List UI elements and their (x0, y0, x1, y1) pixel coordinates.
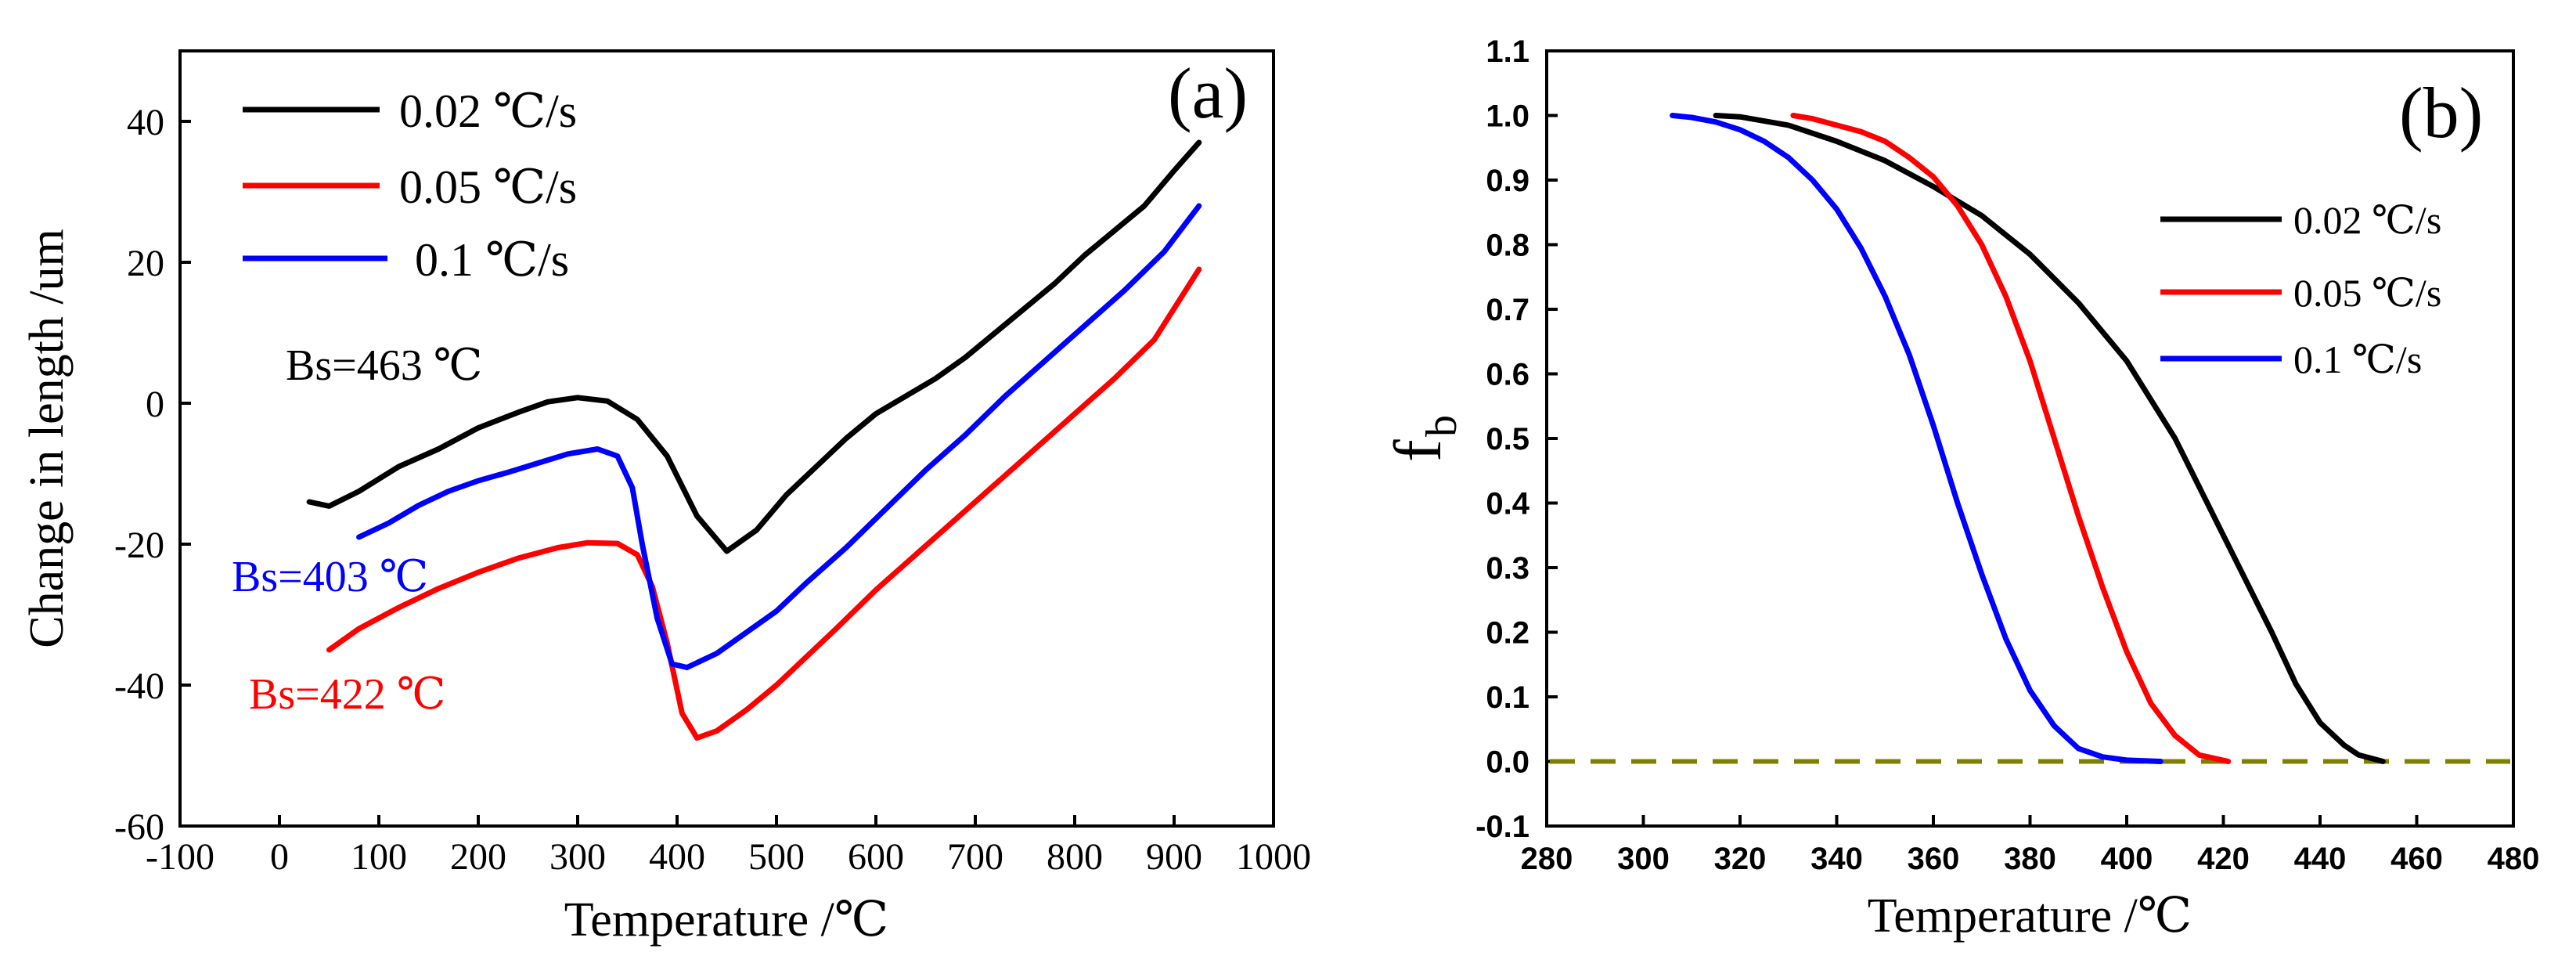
panel-b-series (1670, 113, 2386, 764)
ytick-label: 0.1 (1486, 680, 1529, 715)
series-line-0.02 (1713, 113, 2386, 764)
series-line-0.1 (1670, 113, 2163, 764)
xtick-label: 100 (351, 836, 407, 878)
xtick-label: 320 (1714, 842, 1767, 876)
xtick-label: 300 (549, 836, 606, 878)
panel-a-series (306, 139, 1202, 741)
series-line-0.02 (306, 139, 1202, 554)
legend-a-text-0.05: 0.05 ℃/s (399, 161, 577, 213)
xtick-label: 900 (1146, 836, 1202, 878)
ytick-label: 40 (127, 102, 164, 143)
ytick-label: 0 (146, 384, 164, 425)
xtick-label: 360 (1908, 842, 1960, 876)
legend-a-text-0.02: 0.02 ℃/s (399, 85, 577, 137)
legend-b-text-0.1: 0.1 ℃/s (2293, 337, 2422, 381)
panel-a-legend: 0.02 ℃/s 0.05 ℃/s 0.1 ℃/s (243, 85, 577, 286)
ytick-label: 0.7 (1486, 293, 1529, 327)
xtick-label: -100 (146, 836, 214, 878)
panel-a-ylabel: Change in length /um (20, 229, 74, 648)
ytick-label: 1.1 (1486, 34, 1529, 69)
ytick-label: -0.1 (1475, 810, 1529, 844)
ytick-label: -20 (114, 525, 164, 566)
series-line-0.1 (356, 203, 1202, 670)
panel-b-legend: 0.02 ℃/s 0.05 ℃/s 0.1 ℃/s (2160, 198, 2441, 381)
ytick-label: 0.6 (1486, 358, 1529, 392)
ytick-label: 0.3 (1486, 551, 1529, 586)
panel-a-label: (a) (1168, 53, 1248, 133)
xtick-label: 1000 (1236, 836, 1311, 878)
panel-b-xlabel: Temperature /℃ (1868, 889, 2192, 943)
series-line-0.05 (1790, 113, 2232, 764)
xtick-label: 400 (649, 836, 705, 878)
xtick-label: 0 (270, 836, 289, 878)
ytick-label: 0.0 (1486, 745, 1529, 780)
panel-a-ticks: -100 0 100 200 300 400 500 600 700 800 900 1000-60-… (114, 102, 1311, 878)
xtick-label: 480 (2488, 842, 2540, 876)
ytick-label: 0.9 (1486, 164, 1529, 198)
legend-b-text-0.05: 0.05 ℃/s (2293, 271, 2441, 315)
ytick-label: 0.8 (1486, 229, 1529, 263)
panel-a-plot-frame (178, 49, 1275, 828)
xtick-label: 380 (2004, 842, 2056, 876)
xtick-label: 340 (1810, 842, 1863, 876)
annotation-bs-463: Bs=463 ℃ (286, 341, 482, 390)
ytick-label: -60 (114, 806, 164, 848)
ytick-label: -40 (114, 666, 164, 707)
xtick-label: 200 (450, 836, 506, 878)
ytick-label: 20 (127, 243, 164, 284)
panel-a-xlabel: Temperature /℃ (564, 893, 888, 947)
xtick-label: 500 (748, 836, 805, 878)
legend-b-text-0.02: 0.02 ℃/s (2293, 198, 2441, 242)
ytick-label: 0.5 (1486, 422, 1529, 456)
ytick-label: 0.2 (1486, 616, 1529, 651)
panel-b-ylabel: f b (1380, 415, 1466, 462)
panel-a: -100 0 100 200 300 400 500 600 700 800 900 1000-60-… (20, 49, 1311, 947)
xtick-label: 420 (2197, 842, 2250, 876)
xtick-label: 700 (947, 836, 1003, 878)
panel-b: 280 300 320 340 360 380 400 420 440 460 480 -0.1 0.0… (1380, 34, 2539, 943)
xtick-label: 440 (2294, 842, 2347, 876)
xtick-label: 600 (848, 836, 904, 878)
xtick-label: 300 (1617, 842, 1670, 876)
xtick-label: 280 (1521, 842, 1573, 876)
panel-b-ylabel-sub: b (1418, 415, 1466, 437)
xtick-label: 400 (2101, 842, 2153, 876)
series-line-0.05 (326, 266, 1202, 741)
xtick-label: 800 (1047, 836, 1103, 878)
legend-a-text-0.1: 0.1 ℃/s (415, 234, 569, 286)
panel-b-label: (b) (2399, 73, 2483, 153)
ytick-label: 0.4 (1486, 487, 1529, 521)
panel-b-ylabel-main: f (1380, 439, 1455, 462)
panel-b-plot-frame (1545, 49, 2515, 828)
annotation-bs-403: Bs=403 ℃ (232, 553, 428, 601)
xtick-label: 460 (2390, 842, 2443, 876)
panel-b-ticks: 280 300 320 340 360 380 400 420 440 460 480 -0.1 0.0… (1475, 34, 2539, 876)
annotation-bs-422: Bs=422 ℃ (249, 670, 445, 719)
ytick-label: 1.0 (1486, 99, 1529, 134)
